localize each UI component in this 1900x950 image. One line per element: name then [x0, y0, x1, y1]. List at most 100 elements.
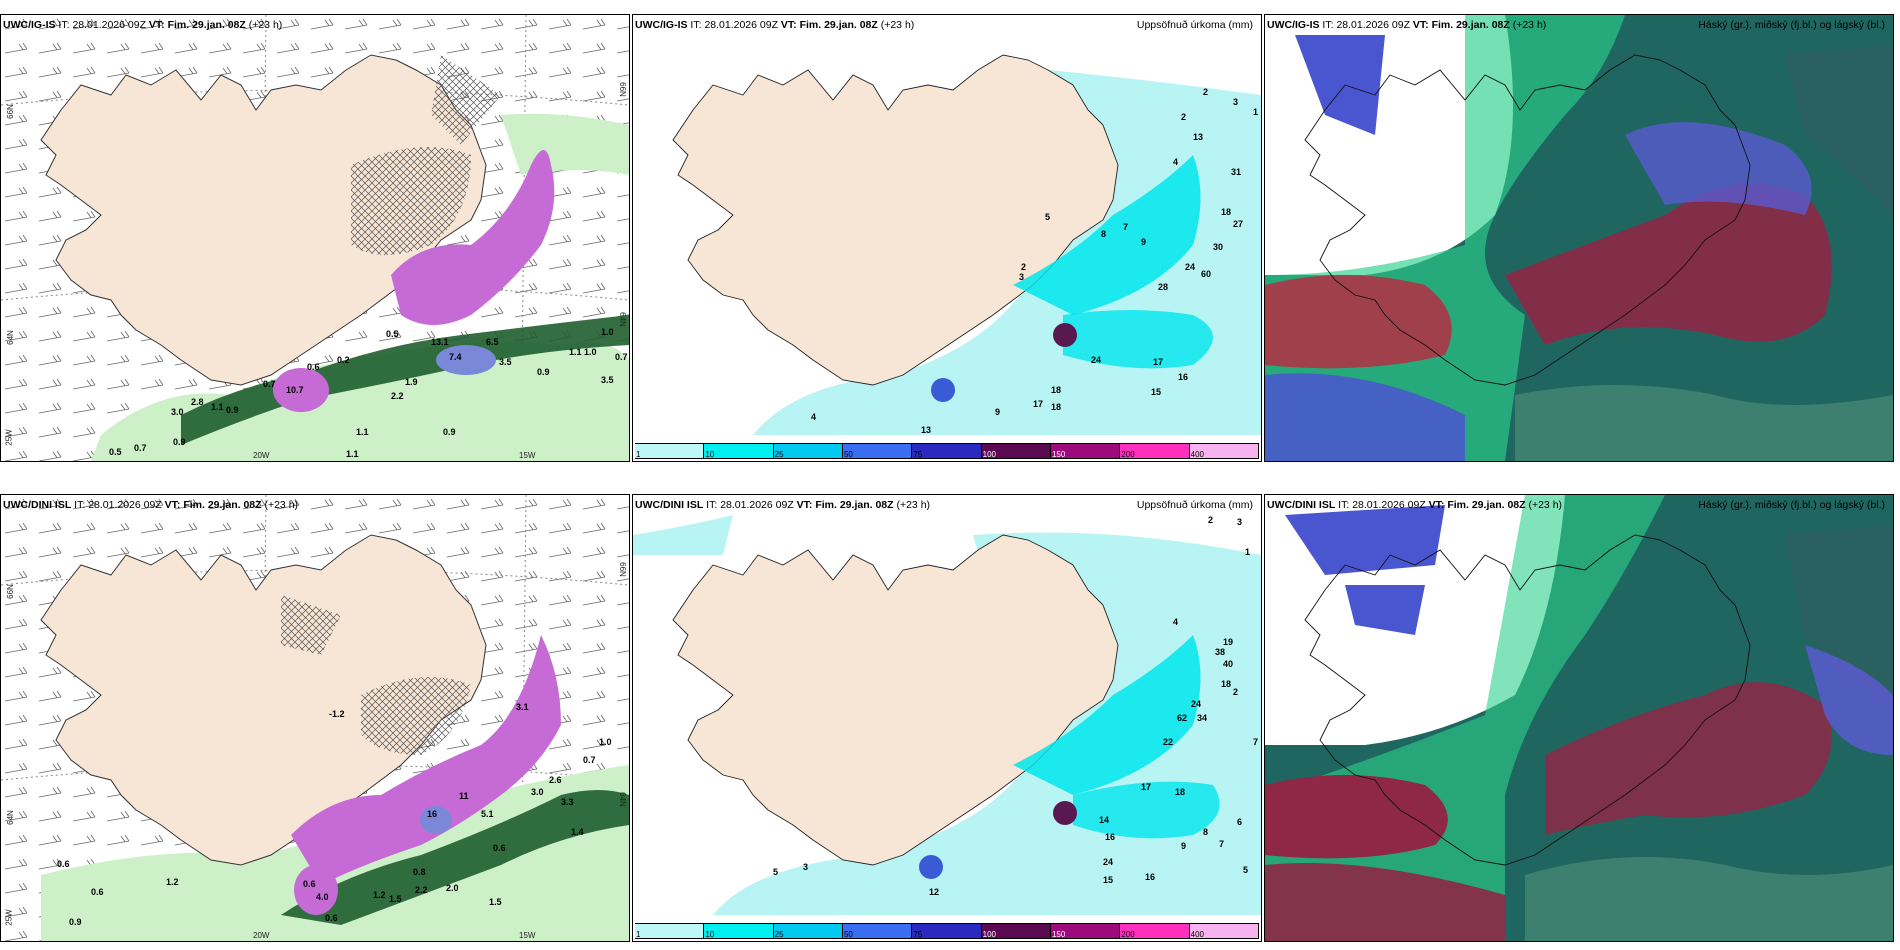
colorbar-bin: 25 [773, 923, 843, 939]
lon-label: 20W [253, 451, 270, 460]
svg-text:0.6: 0.6 [91, 887, 104, 897]
svg-text:7.4: 7.4 [449, 352, 462, 362]
svg-text:24: 24 [1191, 699, 1201, 709]
lon-label: 15W [519, 451, 536, 460]
svg-text:18: 18 [1051, 402, 1061, 412]
svg-text:2: 2 [1021, 262, 1026, 272]
svg-text:0.6: 0.6 [307, 362, 320, 372]
low-cloud [1295, 35, 1385, 135]
svg-text:2.2: 2.2 [391, 391, 404, 401]
svg-text:17: 17 [1141, 782, 1151, 792]
svg-text:9: 9 [1181, 841, 1186, 851]
svg-text:62: 62 [1177, 713, 1187, 723]
svg-text:3.5: 3.5 [499, 357, 512, 367]
colorbar-bin: 400 [1189, 923, 1259, 939]
lat-label: 66N [617, 562, 627, 577]
svg-text:24: 24 [1091, 355, 1101, 365]
svg-text:3.5: 3.5 [601, 375, 614, 385]
colorbar-bin: 1 [635, 923, 705, 939]
svg-text:3.1: 3.1 [516, 702, 529, 712]
svg-text:-1.2: -1.2 [329, 709, 345, 719]
svg-text:1.2: 1.2 [373, 890, 386, 900]
precip-10-25mm [1013, 635, 1201, 795]
precip-max [1053, 801, 1077, 825]
svg-text:12: 12 [929, 887, 939, 897]
svg-text:3: 3 [1233, 97, 1238, 107]
svg-text:3: 3 [1019, 272, 1024, 282]
svg-text:2: 2 [1233, 687, 1238, 697]
lat-label: 64N [617, 312, 627, 327]
colorbar-bin: 75 [912, 443, 982, 459]
svg-text:0.9: 0.9 [69, 917, 82, 927]
svg-text:0.7: 0.7 [615, 352, 628, 362]
svg-text:1.0: 1.0 [601, 327, 614, 337]
wind-precip-map: -1.2 1.0 0.7 1.4 3.0 2.6 0.6 0.6 0.6 0.9… [1, 495, 629, 941]
svg-text:0.9: 0.9 [443, 427, 456, 437]
svg-text:1.1 1.0: 1.1 1.0 [569, 347, 597, 357]
svg-text:0.6: 0.6 [57, 859, 70, 869]
colorbar-bin: 50 [842, 923, 913, 939]
svg-text:13: 13 [1193, 132, 1203, 142]
colorbar-bin: 25 [773, 443, 843, 459]
svg-text:22: 22 [1163, 737, 1173, 747]
svg-text:16: 16 [1105, 832, 1115, 842]
svg-text:17: 17 [1033, 399, 1043, 409]
svg-text:1.1: 1.1 [356, 427, 369, 437]
svg-text:8: 8 [1101, 229, 1106, 239]
precip-rain-heavy [281, 790, 629, 925]
precip-snow [391, 150, 555, 325]
svg-text:34: 34 [1197, 713, 1207, 723]
lon-label: 25W [4, 429, 14, 446]
svg-text:5: 5 [773, 867, 778, 877]
precip-rain-heavy [181, 315, 629, 445]
precip-colorbar: 1 10 25 50 75 100 150 200 400 [635, 923, 1259, 939]
svg-text:7: 7 [1123, 222, 1128, 232]
svg-text:5: 5 [1243, 865, 1248, 875]
lat-label: 64N [617, 792, 627, 807]
svg-text:24: 24 [1185, 262, 1195, 272]
svg-text:16: 16 [1178, 372, 1188, 382]
svg-text:3.3: 3.3 [561, 797, 574, 807]
colorbar-bin: 10 [704, 443, 774, 459]
svg-text:0.9: 0.9 [173, 437, 186, 447]
svg-text:1.0: 1.0 [599, 737, 612, 747]
svg-text:9: 9 [1141, 237, 1146, 247]
colorbar-bin: 150 [1050, 923, 1121, 939]
colorbar-bin: 150 [1050, 443, 1121, 459]
svg-text:0.9: 0.9 [537, 367, 550, 377]
colorbar-bin: 10 [704, 923, 774, 939]
svg-text:0.7: 0.7 [134, 443, 147, 453]
svg-text:18: 18 [1221, 207, 1231, 217]
precip-snow [291, 635, 561, 885]
svg-text:7: 7 [1219, 839, 1224, 849]
mid-cloud [1265, 775, 1448, 859]
lat-label: 66N [5, 104, 15, 119]
panel-header: UWC/DINI ISL IT: 28.01.2026 09Z VT: Fim.… [1267, 499, 1563, 511]
svg-text:4.0: 4.0 [316, 892, 329, 902]
svg-text:3: 3 [803, 862, 808, 872]
svg-text:19: 19 [1223, 637, 1233, 647]
svg-text:6: 6 [1237, 817, 1242, 827]
panel-title: Háský (gr.), miðský (fj.bl.) og lágský (… [1698, 19, 1885, 31]
panel-header: UWC/DINI ISL IT: 28.01.2026 09Z VT: Fim.… [635, 499, 931, 511]
svg-text:40: 40 [1223, 659, 1233, 669]
svg-text:3.0: 3.0 [531, 787, 544, 797]
svg-text:13: 13 [921, 425, 931, 435]
svg-text:1.9: 1.9 [405, 377, 418, 387]
accum-precip-map: 3 2 1 2 4 31 18 27 30 60 24 28 9 13 5 7 … [633, 15, 1261, 461]
svg-text:0.6: 0.6 [493, 843, 506, 853]
panel-accum-precip-dini: UWC/DINI ISL IT: 28.01.2026 09Z VT: Fim.… [632, 494, 1262, 942]
precip-max [1053, 323, 1077, 347]
precip-colorbar: 1 10 25 50 75 100 150 200 400 [635, 443, 1259, 459]
panel-title: Uppsöfnuð úrkoma (mm) [1136, 19, 1253, 31]
svg-text:30: 30 [1213, 242, 1223, 252]
lat-label: 66N [5, 584, 15, 599]
svg-text:2.2: 2.2 [415, 885, 428, 895]
svg-text:0.2: 0.2 [337, 355, 350, 365]
lon-label: 20W [253, 931, 270, 940]
svg-text:6.5: 6.5 [486, 337, 499, 347]
low-cloud [1285, 505, 1445, 575]
precip-sleet [436, 345, 496, 375]
cloud-cover-map [1265, 495, 1893, 941]
svg-text:11: 11 [459, 791, 469, 801]
